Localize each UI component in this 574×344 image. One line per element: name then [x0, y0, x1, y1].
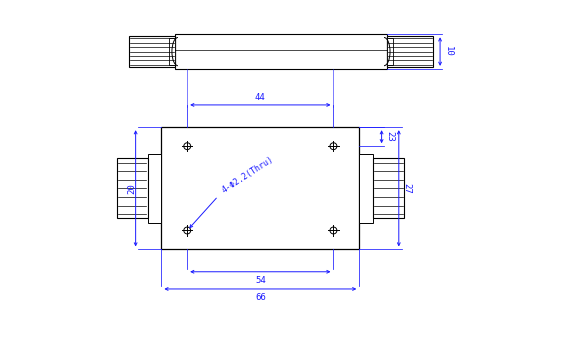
- Bar: [359, 154, 373, 223]
- Bar: [373, 158, 404, 218]
- Bar: [175, 34, 387, 69]
- Bar: [161, 127, 359, 249]
- Bar: [169, 39, 175, 65]
- Bar: [387, 39, 393, 65]
- Bar: [387, 36, 433, 67]
- Text: 4-Φ2.2(Thru): 4-Φ2.2(Thru): [220, 155, 275, 195]
- Text: 27: 27: [402, 183, 411, 194]
- Text: 20: 20: [127, 183, 136, 194]
- Bar: [117, 158, 148, 218]
- Text: 44: 44: [255, 93, 266, 102]
- Text: 54: 54: [255, 276, 266, 285]
- Bar: [148, 154, 161, 223]
- Text: 23: 23: [385, 131, 394, 142]
- Text: 10: 10: [444, 46, 453, 57]
- Bar: [129, 36, 175, 67]
- Text: 66: 66: [255, 293, 266, 302]
